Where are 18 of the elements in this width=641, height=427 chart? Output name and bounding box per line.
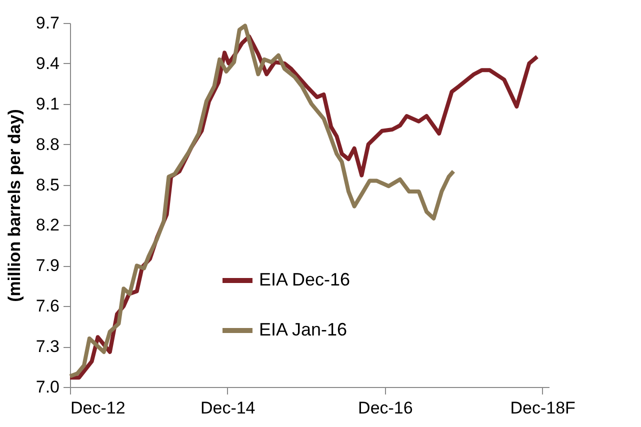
legend-label: EIA Jan-16 — [259, 320, 348, 340]
y-tick-label: 9.7 — [36, 14, 60, 32]
y-tick-label: 7.3 — [36, 337, 60, 356]
line-series — [68, 24, 456, 378]
x-tick-label: Dec-14 — [200, 398, 256, 418]
y-tick-label: 9.4 — [36, 54, 60, 73]
x-tick-label: Dec-12 — [70, 398, 126, 418]
y-tick-label: 8.5 — [36, 175, 60, 194]
y-tick-label: 7.9 — [36, 256, 60, 276]
x-tick-label: Dec-16 — [358, 398, 413, 418]
y-tick-label: 7.6 — [36, 296, 60, 316]
x-tick-label: Dec-18F — [510, 398, 576, 418]
y-tick-label: 8.8 — [36, 134, 60, 154]
y-tick-label: 7.0 — [36, 378, 60, 396]
y-axis-title: (million barrels per day) — [4, 109, 24, 302]
legend-label: EIA Dec-16 — [259, 270, 350, 290]
y-tick-label: 8.2 — [36, 216, 60, 235]
y-tick-label: 9.1 — [36, 94, 60, 114]
